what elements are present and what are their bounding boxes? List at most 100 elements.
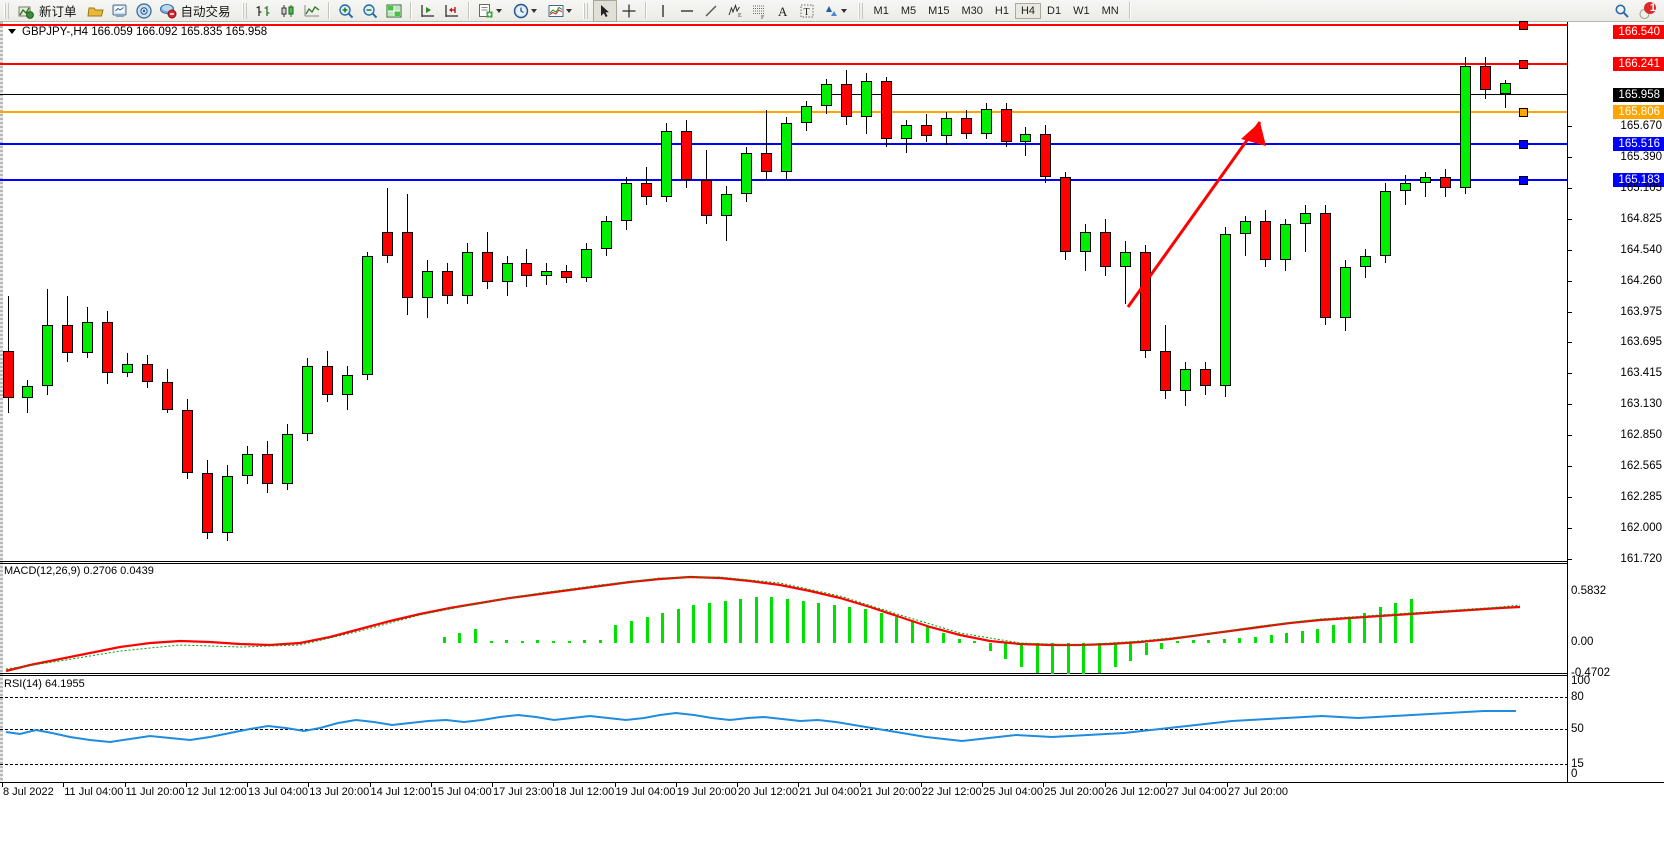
candle bbox=[381, 188, 393, 263]
horizontal-line-button[interactable] bbox=[675, 1, 699, 21]
vertical-line-button[interactable] bbox=[651, 1, 675, 21]
zoom-in-button[interactable] bbox=[334, 1, 358, 21]
zoom-out-button[interactable] bbox=[358, 1, 382, 21]
price-badge-166241[interactable]: 166.241 bbox=[1613, 57, 1664, 72]
candle bbox=[581, 243, 593, 282]
time-tick-mark bbox=[737, 783, 738, 787]
timeframe-m5[interactable]: M5 bbox=[900, 4, 917, 17]
candle bbox=[1459, 56, 1471, 194]
navigator-button[interactable] bbox=[132, 1, 156, 21]
candle-body bbox=[321, 366, 333, 395]
rsi-pane[interactable]: RSI(14) 64.1955 bbox=[0, 676, 1568, 783]
candlestick-chart-button[interactable] bbox=[276, 1, 300, 21]
candle bbox=[261, 440, 273, 494]
shapes-button[interactable] bbox=[819, 1, 854, 21]
price-axis[interactable]: 166.540 166.241 165.958 165.806 165.670 165.5… bbox=[1567, 22, 1664, 841]
timeframe-m30[interactable]: M30 bbox=[961, 4, 983, 17]
indicators-button[interactable] bbox=[544, 1, 579, 21]
price-line-handle-166241[interactable] bbox=[1519, 60, 1528, 70]
macd-histogram-bar bbox=[1113, 643, 1117, 667]
price-pane[interactable]: GBPJPY-,H4 166.059 166.092 165.835 165.9… bbox=[0, 22, 1568, 561]
price-badge-165183[interactable]: 165.183 bbox=[1613, 173, 1664, 188]
trend-arrow-annotation[interactable] bbox=[1100, 92, 1300, 322]
timeframe-d1[interactable]: D1 bbox=[1047, 4, 1062, 17]
toolbar-grip-3[interactable] bbox=[582, 2, 589, 19]
candle bbox=[42, 289, 54, 395]
time-axis[interactable]: 8 Jul 2022 11 Jul 04:00 11 Jul 20:00 12 Jul… bbox=[0, 782, 1664, 841]
search-button[interactable] bbox=[1610, 1, 1634, 21]
price-badge-166540[interactable]: 166.540 bbox=[1613, 24, 1664, 39]
bar-chart-button[interactable] bbox=[252, 1, 276, 21]
vertical-line-icon bbox=[654, 2, 672, 20]
price-tick-163130: 163.130 bbox=[1620, 398, 1662, 411]
chart-canvas[interactable]: GBPJPY-,H4 166.059 166.092 165.835 165.9… bbox=[0, 21, 1664, 841]
timeframe-h4[interactable]: H4 bbox=[1014, 2, 1042, 19]
price-line-handle-165183[interactable] bbox=[1519, 176, 1528, 186]
price-line-165183[interactable] bbox=[0, 179, 1568, 182]
shift-end-icon bbox=[443, 2, 461, 20]
macd-histogram-bar bbox=[1410, 599, 1413, 643]
price-badge-165516[interactable]: 165.516 bbox=[1613, 136, 1664, 151]
candle bbox=[1240, 215, 1252, 257]
line-chart-button[interactable] bbox=[300, 1, 324, 21]
candle bbox=[880, 76, 892, 147]
fibonacci-button[interactable]: F bbox=[747, 1, 771, 21]
shift-end-button[interactable] bbox=[440, 1, 464, 21]
candle-body bbox=[1240, 221, 1252, 235]
candle-body bbox=[820, 84, 832, 107]
timeframe-w1[interactable]: W1 bbox=[1073, 4, 1090, 17]
time-tick-label: 11 Jul 04:00 bbox=[64, 786, 124, 798]
price-line-165958[interactable] bbox=[0, 94, 1568, 96]
price-tick-mark bbox=[1568, 435, 1572, 437]
candle-body bbox=[1140, 252, 1152, 351]
macd-pane[interactable]: MACD(12,26,9) 0.2706 0.0439 bbox=[0, 563, 1568, 674]
candle-body bbox=[1100, 232, 1112, 268]
tile-windows-button[interactable] bbox=[382, 1, 406, 21]
macd-histogram-bar bbox=[1191, 640, 1195, 643]
timeframe-h1[interactable]: H1 bbox=[994, 4, 1009, 17]
alert-button[interactable]: 1 bbox=[1634, 1, 1658, 21]
candle-body bbox=[701, 179, 713, 216]
chevron-down-icon-2[interactable] bbox=[530, 8, 537, 13]
toolbar-grip[interactable] bbox=[4, 2, 10, 19]
add-template-button[interactable] bbox=[474, 1, 509, 21]
trend-line-button[interactable] bbox=[699, 1, 723, 21]
add-template-icon bbox=[477, 2, 495, 20]
candle-body bbox=[1299, 212, 1311, 224]
candle-body bbox=[301, 366, 313, 435]
chevron-down-icon-4[interactable] bbox=[840, 8, 847, 13]
text-button[interactable]: A bbox=[771, 1, 795, 21]
crosshair-button[interactable] bbox=[617, 1, 641, 21]
resistance-line-166540[interactable] bbox=[0, 24, 1568, 26]
candle bbox=[860, 73, 872, 134]
timeframe-m15[interactable]: M15 bbox=[928, 4, 950, 17]
price-line-165806[interactable] bbox=[0, 111, 1568, 114]
price-line-handle-165806[interactable] bbox=[1519, 108, 1528, 118]
text-label-button[interactable]: T bbox=[795, 1, 819, 21]
cursor-button[interactable] bbox=[592, 0, 617, 22]
toolbar-grip-4[interactable] bbox=[857, 2, 864, 19]
chart-menu-triangle-icon[interactable] bbox=[8, 29, 16, 34]
resistance-handle-166540[interactable] bbox=[1519, 21, 1528, 30]
folder-button[interactable] bbox=[84, 1, 108, 21]
toolbar-grip-2[interactable] bbox=[241, 2, 248, 19]
period-button[interactable] bbox=[509, 1, 544, 21]
price-tick-161720: 161.720 bbox=[1620, 553, 1662, 565]
price-badge-165958[interactable]: 165.958 bbox=[1613, 88, 1664, 103]
shift-start-button[interactable] bbox=[416, 1, 440, 21]
elliott-wave-button[interactable]: E bbox=[723, 1, 747, 21]
price-badge-165806[interactable]: 165.806 bbox=[1613, 105, 1664, 120]
candle bbox=[1299, 204, 1311, 253]
macd-histogram-bar bbox=[926, 627, 930, 643]
price-line-166241[interactable] bbox=[0, 63, 1568, 66]
cursor-icon bbox=[596, 2, 614, 20]
chevron-down-icon[interactable] bbox=[495, 8, 502, 13]
price-line-handle-165516[interactable] bbox=[1519, 139, 1528, 149]
autotrade-button[interactable]: 自动交易 bbox=[156, 1, 238, 21]
timeframe-m1[interactable]: M1 bbox=[873, 4, 889, 17]
chart-left-scrollbar[interactable] bbox=[0, 22, 3, 841]
terminal-button[interactable] bbox=[108, 1, 132, 21]
chevron-down-icon-3[interactable] bbox=[565, 8, 572, 13]
timeframe-mn[interactable]: MN bbox=[1101, 4, 1119, 17]
new-order-button[interactable]: 新订单 bbox=[14, 1, 84, 21]
